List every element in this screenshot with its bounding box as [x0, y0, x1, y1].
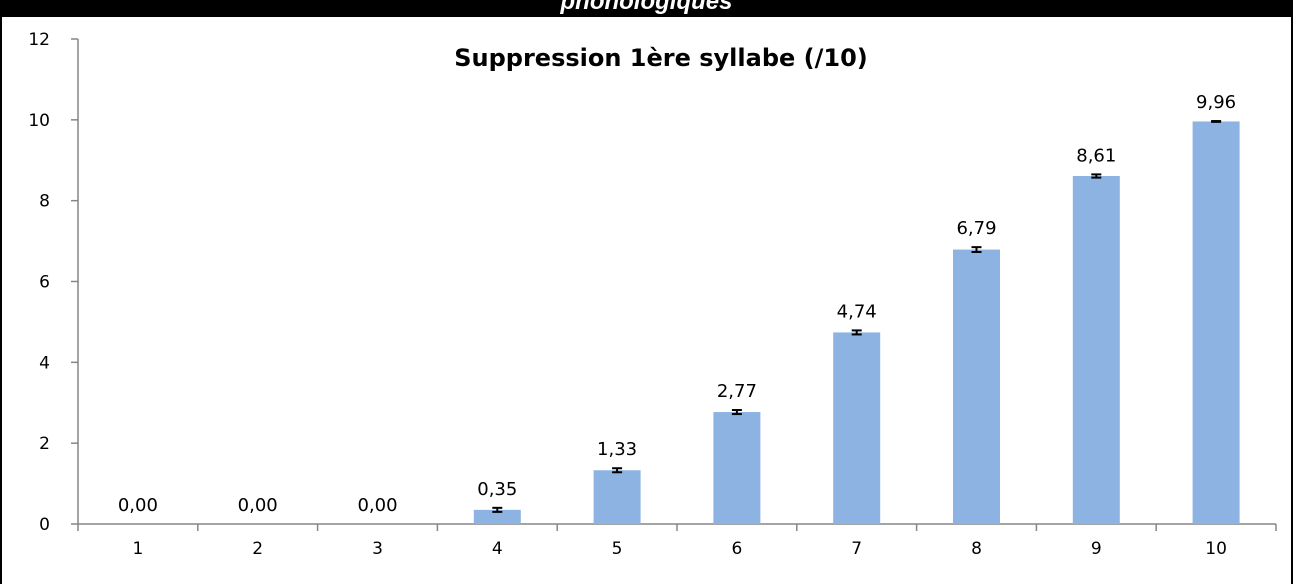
y-tick-label: 6 — [39, 273, 50, 293]
x-tick-label: 7 — [851, 539, 862, 559]
bar — [1072, 176, 1120, 524]
header-bar: phonologiques — [0, 0, 1293, 17]
x-tick-label: 2 — [252, 539, 263, 559]
bar — [953, 249, 1000, 524]
data-label: 0,00 — [357, 495, 397, 516]
x-tick-label: 5 — [612, 539, 623, 559]
bars — [473, 121, 1240, 524]
bar — [833, 332, 881, 524]
x-tick-label: 1 — [132, 539, 143, 559]
bar — [713, 412, 761, 524]
y-tick-label: 0 — [39, 515, 50, 535]
x-tick-label: 9 — [1091, 539, 1102, 559]
header-text: phonologiques — [560, 0, 733, 15]
data-label: 8,61 — [1076, 145, 1116, 166]
data-label: 9,96 — [1196, 92, 1236, 113]
y-tick-label: 2 — [39, 434, 50, 454]
chart-title: Suppression 1ère syllabe (/10) — [454, 44, 868, 72]
data-label: 0,35 — [477, 479, 517, 500]
x-tick-label: 6 — [731, 539, 742, 559]
error-bars — [492, 120, 1222, 513]
bar — [1192, 121, 1240, 524]
data-label: 6,79 — [956, 218, 996, 239]
x-tick-label: 4 — [492, 539, 503, 559]
bar — [593, 470, 641, 524]
data-label: 1,33 — [597, 439, 637, 460]
x-tick-label: 3 — [372, 539, 383, 559]
y-tick-label: 8 — [39, 192, 50, 212]
frame-left-border — [0, 17, 2, 584]
frame-right-border — [1291, 17, 1293, 584]
data-label: 4,74 — [837, 301, 877, 322]
x-tick-label: 8 — [971, 539, 982, 559]
data-label: 2,77 — [717, 381, 757, 402]
x-tick-label: 10 — [1205, 539, 1227, 559]
data-labels: 0,00 0,00 0,00 0,35 1,33 2,77 4,74 6,79 8,61 9,96 — [118, 92, 1236, 516]
y-tick-label: 4 — [39, 353, 50, 373]
y-tick-label: 10 — [28, 111, 50, 131]
data-label: 0,00 — [118, 495, 158, 516]
y-tick-label: 12 — [28, 30, 50, 50]
data-label: 0,00 — [238, 495, 278, 516]
bar — [473, 509, 521, 524]
